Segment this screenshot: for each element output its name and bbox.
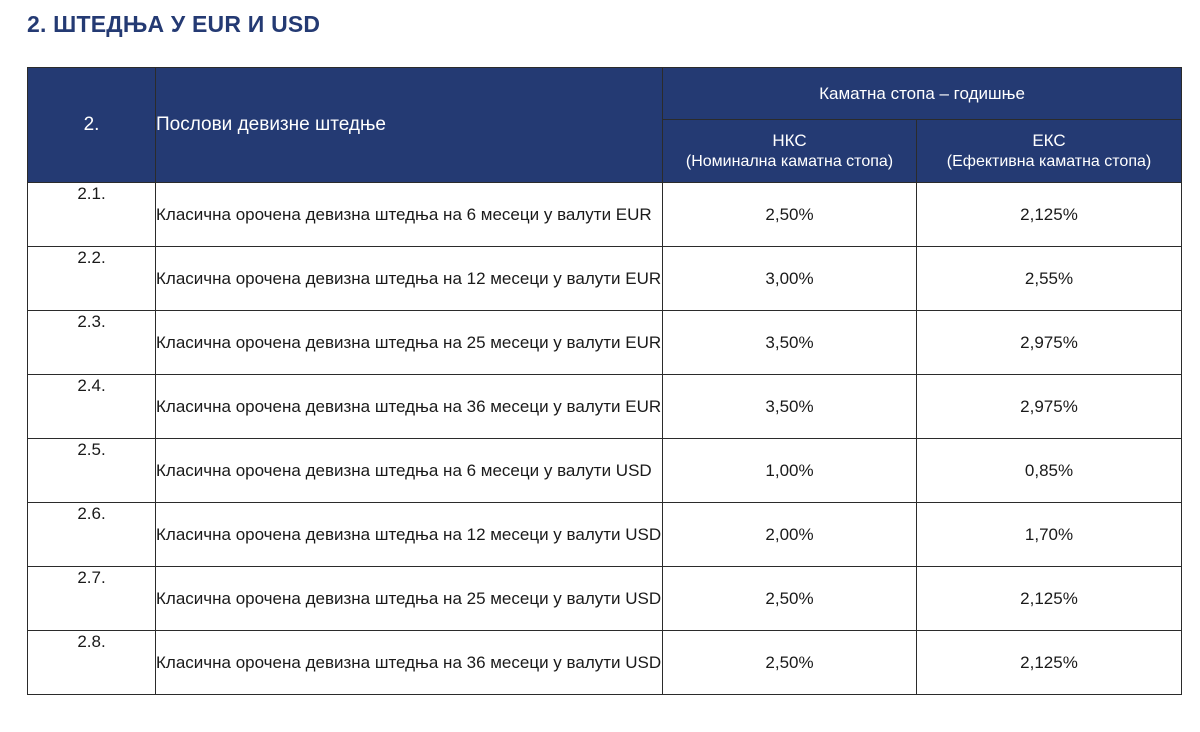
row-number: 2.2. [27, 246, 156, 311]
row-number: 2.6. [27, 502, 156, 567]
table-row: 2.6. Класична орочена девизна штедња на … [27, 502, 1183, 567]
row-nks-rate: 3,50% [662, 310, 917, 375]
row-number: 2.4. [27, 374, 156, 439]
header-eks-short: ЕКС [1032, 131, 1066, 150]
page-title: 2. ШТЕДЊА У EUR И USD [27, 11, 321, 37]
row-nks-rate: 3,50% [662, 374, 917, 439]
row-eks-rate: 0,85% [915, 438, 1183, 503]
row-nks-rate: 1,00% [662, 438, 917, 503]
row-number: 2.8. [27, 630, 156, 695]
header-eks-full: (Ефективна каматна стопа) [946, 153, 1152, 170]
row-nks-rate: 3,00% [662, 246, 917, 311]
header-rate-group: Каматна стопа – годишње [661, 67, 1183, 120]
table-row: 2.1. Класична орочена девизна штедња на … [27, 182, 1183, 247]
header-nks-short: НКС [772, 131, 807, 150]
row-description: Класична орочена девизна штедња на 36 ме… [155, 374, 663, 439]
row-number: 2.1. [27, 182, 156, 247]
row-eks-rate: 2,125% [915, 566, 1183, 631]
row-nks-rate: 2,00% [662, 502, 917, 567]
row-number: 2.5. [27, 438, 156, 503]
row-description: Класична орочена девизна штедња на 12 ме… [155, 502, 663, 567]
row-description: Класична орочена девизна штедња на 12 ме… [155, 246, 663, 311]
header-number: 2. [27, 67, 156, 183]
table-row: 2.7. Класична орочена девизна штедња на … [27, 566, 1183, 631]
table-row: 2.3. Класична орочена девизна штедња на … [27, 310, 1183, 375]
table-row: 2.4. Класична орочена девизна штедња на … [27, 374, 1183, 439]
row-eks-rate: 2,975% [915, 374, 1183, 439]
row-nks-rate: 2,50% [662, 566, 917, 631]
header-row-sub: НКС (Номинална каматна стопа) ЕКС (Ефект… [28, 119, 1183, 183]
row-eks-rate: 2,55% [915, 246, 1183, 311]
row-eks-rate: 1,70% [915, 502, 1183, 567]
header-nks: НКС (Номинална каматна стопа) [662, 119, 917, 183]
row-description: Класична орочена девизна штедња на 25 ме… [155, 310, 663, 375]
row-description: Класична орочена девизна штедња на 6 мес… [155, 438, 663, 503]
row-description: Класична орочена девизна штедња на 6 мес… [155, 182, 663, 247]
table-row: 2.2. Класична орочена девизна штедња на … [27, 246, 1183, 311]
row-eks-rate: 2,125% [915, 182, 1183, 247]
row-number: 2.7. [27, 566, 156, 631]
row-nks-rate: 2,50% [662, 182, 917, 247]
header-eks: ЕКС (Ефективна каматна стопа) [915, 119, 1183, 183]
header-description: Послови девизне штедње [155, 67, 663, 183]
header-nks-full: (Номинална каматна стопа) [685, 153, 894, 170]
header-row-top: 2. Послови девизне штедње Каматна стопа … [27, 67, 1183, 183]
table-header: 2. Послови девизне штедње Каматна стопа … [27, 67, 1183, 183]
row-number: 2.3. [27, 310, 156, 375]
row-nks-rate: 2,50% [662, 630, 917, 695]
table-row: 2.8. Класична орочена девизна штедња на … [27, 630, 1183, 695]
table-row: 2.5. Класична орочена девизна штедња на … [27, 438, 1183, 503]
row-eks-rate: 2,975% [915, 310, 1183, 375]
row-description: Класична орочена девизна штедња на 36 ме… [155, 630, 663, 695]
row-description: Класична орочена девизна штедња на 25 ме… [155, 566, 663, 631]
row-eks-rate: 2,125% [915, 630, 1183, 695]
table-body: 2.1. Класична орочена девизна штедња на … [27, 182, 1183, 695]
interest-rates-table: 2. Послови девизне штедње Каматна стопа … [27, 67, 1183, 695]
